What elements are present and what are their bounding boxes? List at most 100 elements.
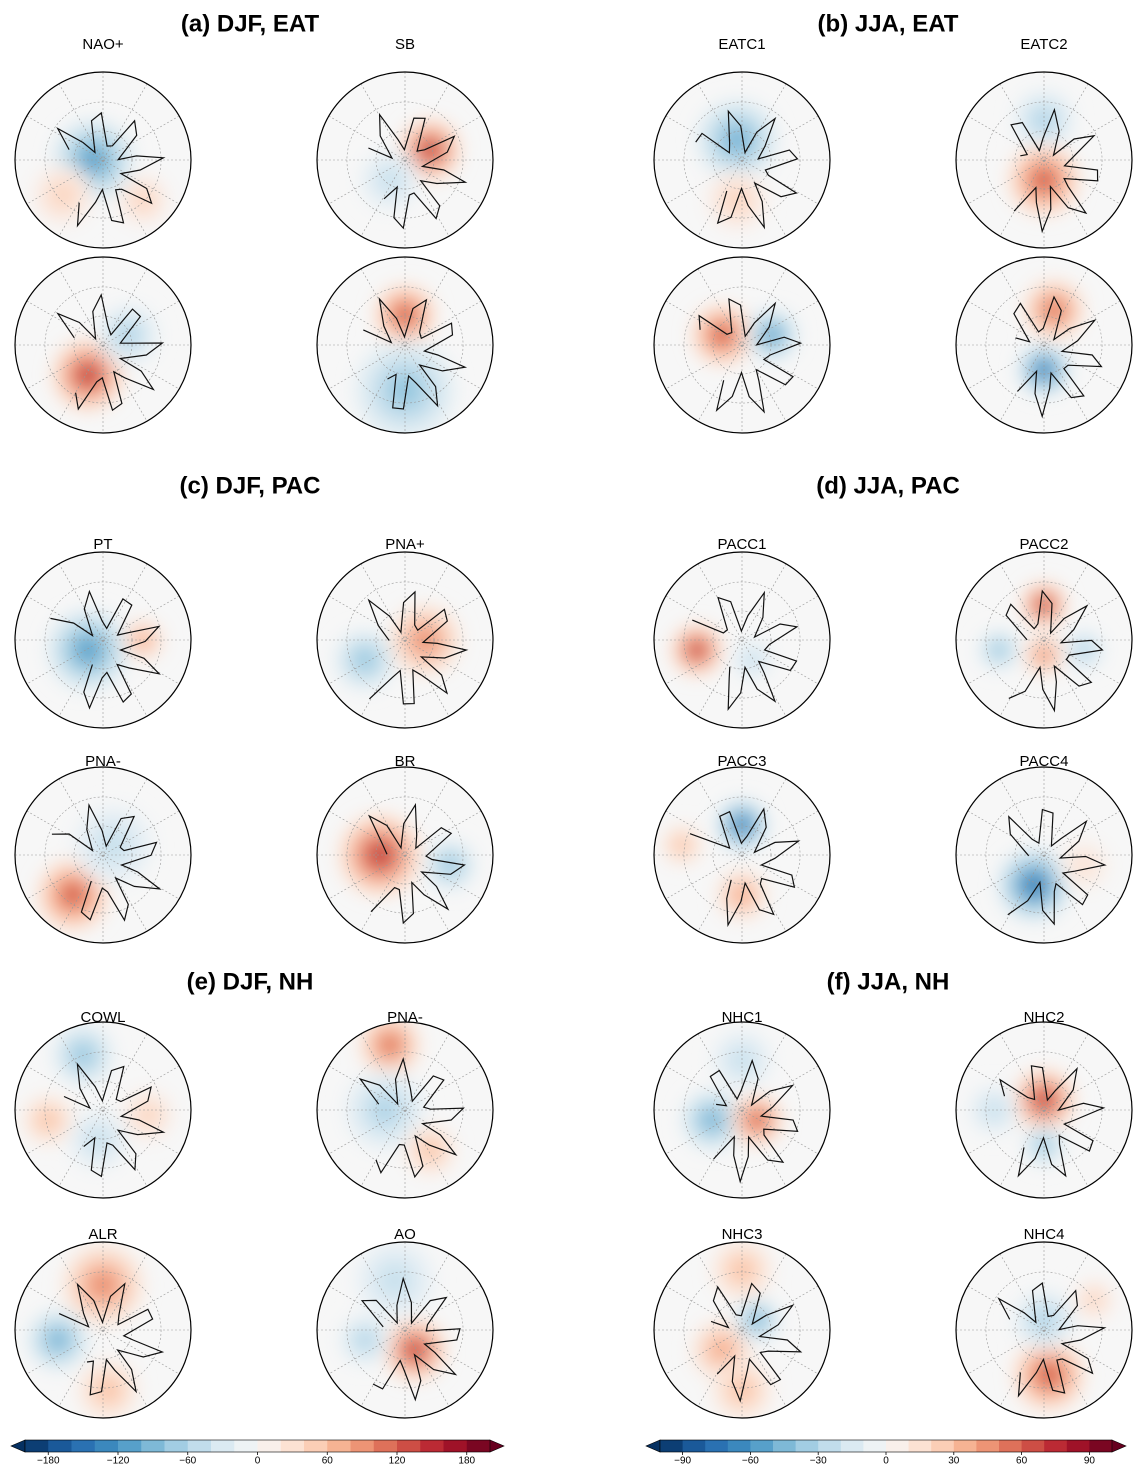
colorbar-extend: [1111, 1439, 1127, 1453]
map: [654, 257, 830, 433]
tick-label: −60: [179, 1456, 196, 1466]
map-border: [14, 1241, 192, 1419]
graticule: [967, 1285, 1121, 1375]
anomaly-field: [697, 100, 777, 230]
graticule: [58, 1253, 148, 1407]
colorbar-segment: [818, 1440, 842, 1452]
map: [654, 552, 830, 728]
graticule: [328, 1065, 482, 1155]
map-border: [316, 551, 494, 729]
tick-label: 60: [322, 1456, 334, 1466]
panel-title: BR: [395, 753, 416, 770]
panel-title: PACC4: [1020, 753, 1069, 770]
panel-title: NHC3: [722, 1226, 763, 1243]
colorbar-segment: [999, 1440, 1023, 1452]
anomaly-field: [53, 305, 158, 410]
map-border: [14, 1021, 192, 1199]
tick-label: 0: [883, 1456, 889, 1466]
colorbar-segment: [886, 1440, 910, 1452]
graticule: [58, 1253, 148, 1407]
map-border: [316, 71, 494, 249]
map: [15, 257, 191, 433]
map: [317, 1242, 493, 1418]
map-border: [653, 766, 831, 944]
map-border: [955, 256, 1133, 434]
panel-title: PACC2: [1020, 536, 1069, 553]
colorbar-segment: [863, 1440, 887, 1452]
tick-label: 120: [389, 1456, 406, 1466]
graticule: [665, 1065, 819, 1155]
map-border: [653, 71, 831, 249]
colorbar: −90 −60 −30 0 30 60 90: [645, 1439, 1127, 1467]
tick-label: 60: [1016, 1456, 1028, 1466]
panel-title: NHC1: [722, 1009, 763, 1026]
map: [956, 552, 1132, 728]
graticule: [26, 595, 180, 685]
panel-title: PNA+: [385, 536, 425, 553]
map: [956, 1242, 1132, 1418]
map-border: [653, 256, 831, 434]
map-border: [14, 256, 192, 434]
coastline: [1005, 589, 1104, 713]
graticule: [328, 300, 482, 390]
graticule: [665, 595, 819, 685]
coastline: [692, 590, 799, 712]
panel-title: EATC1: [718, 36, 765, 53]
map: [654, 1022, 830, 1198]
map: [317, 257, 493, 433]
graticule: [665, 115, 819, 205]
panel-title: PACC1: [718, 536, 767, 553]
map-border: [316, 1021, 494, 1199]
coastline: [710, 1282, 803, 1403]
coastline: [367, 590, 469, 705]
colorbar-segment: [908, 1440, 932, 1452]
colorbar-segment: [976, 1440, 1000, 1452]
graticule: [328, 1285, 482, 1375]
graticule: [26, 1065, 180, 1155]
colorbar-segment: [373, 1440, 398, 1452]
map: [15, 1022, 191, 1198]
colorbar-segment: [773, 1440, 797, 1452]
map-border: [316, 766, 494, 944]
colorbar-segment: [25, 1440, 49, 1452]
coastline: [58, 1282, 165, 1396]
graticule: [26, 810, 180, 900]
coastline: [56, 293, 165, 412]
colorbar-extend: [645, 1439, 661, 1453]
map: [15, 72, 191, 248]
colorbar-segment: [48, 1440, 72, 1452]
colorbar-segment: [443, 1440, 468, 1452]
anomaly-field: [23, 1025, 173, 1170]
coastline: [1007, 808, 1107, 926]
map-border: [316, 1241, 494, 1419]
graticule: [58, 1033, 148, 1187]
coastline: [709, 1058, 799, 1184]
graticule: [967, 115, 1121, 205]
tick-label: −30: [810, 1456, 827, 1466]
anomaly-field: [672, 625, 772, 680]
tick-label: −60: [742, 1456, 759, 1466]
tick-label: 180: [458, 1456, 475, 1466]
colorbar-segment: [660, 1440, 684, 1452]
coastline: [1010, 107, 1099, 234]
colorbar-segment: [327, 1440, 351, 1452]
map-border: [14, 766, 192, 944]
graticule: [26, 1285, 180, 1375]
section-title: (d) JJA, PAC: [816, 472, 960, 499]
colorbar-segment: [682, 1440, 706, 1452]
map-border: [955, 551, 1133, 729]
tick-label: −180: [37, 1456, 60, 1466]
map-border: [955, 1241, 1133, 1419]
colorbar-extend: [489, 1439, 505, 1453]
panel-title: NAO+: [82, 36, 124, 53]
map-border: [14, 71, 192, 249]
coastline: [997, 1282, 1107, 1398]
colorbar-segment: [234, 1440, 258, 1452]
colorbar-segment: [840, 1440, 864, 1452]
colorbar-segment: [350, 1440, 375, 1452]
colorbar-segment: [187, 1440, 212, 1452]
map: [15, 767, 191, 943]
map: [317, 72, 493, 248]
graticule: [328, 810, 482, 900]
